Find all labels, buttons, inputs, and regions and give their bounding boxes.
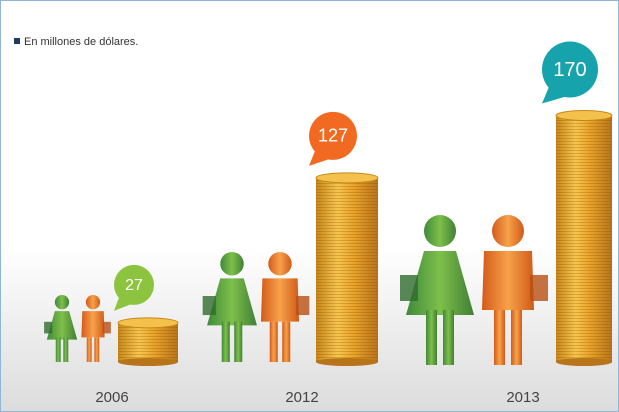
leg: [63, 337, 69, 362]
value-bubble: [114, 264, 154, 305]
leg: [426, 310, 437, 365]
head: [492, 215, 524, 247]
bag: [202, 296, 216, 316]
value-label: 127: [318, 126, 348, 146]
bag: [44, 321, 53, 334]
torso: [46, 311, 78, 340]
man-figure: [81, 295, 111, 362]
bag: [102, 321, 111, 334]
coin-ridges: [556, 115, 612, 362]
x-tick-label: 2013: [506, 389, 539, 406]
coin-top: [555, 110, 613, 121]
coin-top: [315, 172, 379, 184]
leg: [269, 321, 278, 362]
x-tick-label: 2012: [285, 389, 318, 406]
bag: [530, 275, 548, 301]
head: [54, 295, 70, 310]
woman-figure: [202, 252, 257, 362]
head: [85, 295, 101, 310]
coin-top: [117, 317, 179, 329]
coin-bottom: [556, 358, 612, 366]
leg: [94, 337, 100, 362]
coin-ridges: [316, 177, 378, 362]
value-bubble: [309, 111, 357, 160]
bag: [400, 275, 418, 301]
bubble-tail: [309, 147, 331, 166]
leg: [282, 321, 291, 362]
coin-bottom: [118, 358, 178, 366]
value-label: 27: [125, 277, 143, 294]
subtitle: En millones de dólares.: [24, 36, 138, 48]
torso: [207, 278, 257, 326]
head: [424, 215, 456, 247]
woman-figure: [44, 295, 78, 362]
man-figure: [260, 252, 310, 362]
bubble-tail: [114, 294, 132, 311]
leg: [234, 321, 243, 362]
bubble-tail: [542, 83, 568, 104]
value-label: 170: [553, 59, 586, 81]
leg: [221, 321, 230, 362]
x-tick-label: 2006: [95, 389, 128, 406]
head: [220, 252, 244, 276]
leg: [443, 310, 454, 365]
leg: [494, 310, 505, 365]
bag: [296, 296, 310, 316]
value-bubble: [542, 41, 598, 98]
torso: [406, 251, 474, 315]
torso: [482, 251, 534, 310]
leg: [511, 310, 522, 365]
subtitle-marker: [14, 38, 20, 44]
man-figure: [482, 215, 548, 365]
woman-figure: [400, 215, 474, 365]
torso: [81, 311, 105, 338]
leg: [86, 337, 92, 362]
torso: [260, 278, 300, 322]
coin-bottom: [316, 358, 378, 366]
coin-ridges: [118, 322, 178, 362]
leg: [55, 337, 61, 362]
people: [44, 215, 548, 365]
head: [268, 252, 292, 276]
